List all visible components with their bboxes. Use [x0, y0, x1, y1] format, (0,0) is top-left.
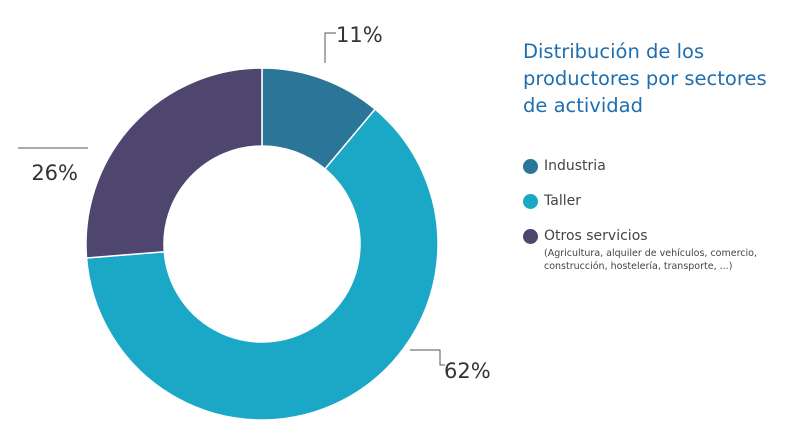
legend-note-otros-servicios: (Agricultura, alquiler de vehículos, com… [544, 248, 757, 272]
slice-otros-servicios [85, 67, 263, 259]
legend-swatch-otros-servicios [523, 229, 538, 244]
data-label-otros-servicios: 26% [31, 161, 78, 185]
legend-item-otros-servicios: Otros servicios (Agricultura, alquiler d… [523, 226, 798, 273]
legend-label-taller: Taller [544, 193, 581, 209]
data-label-industria: 11% [336, 23, 383, 47]
legend-item-taller: Taller [523, 191, 798, 211]
slice-taller [85, 108, 439, 421]
legend-item-industria: Industria [523, 156, 798, 176]
legend-swatch-industria [523, 159, 538, 174]
leader-line-industria [324, 32, 336, 63]
chart-title: Distribución de los productores por sect… [523, 40, 767, 117]
legend-swatch-taller [523, 194, 538, 209]
data-label-taller: 62% [444, 359, 491, 383]
legend-label-industria: Industria [544, 158, 606, 174]
leader-line-taller [410, 349, 445, 366]
legend: Industria Taller Otros servicios (Agricu… [523, 156, 798, 288]
legend-label-otros-servicios: Otros servicios [544, 228, 648, 244]
